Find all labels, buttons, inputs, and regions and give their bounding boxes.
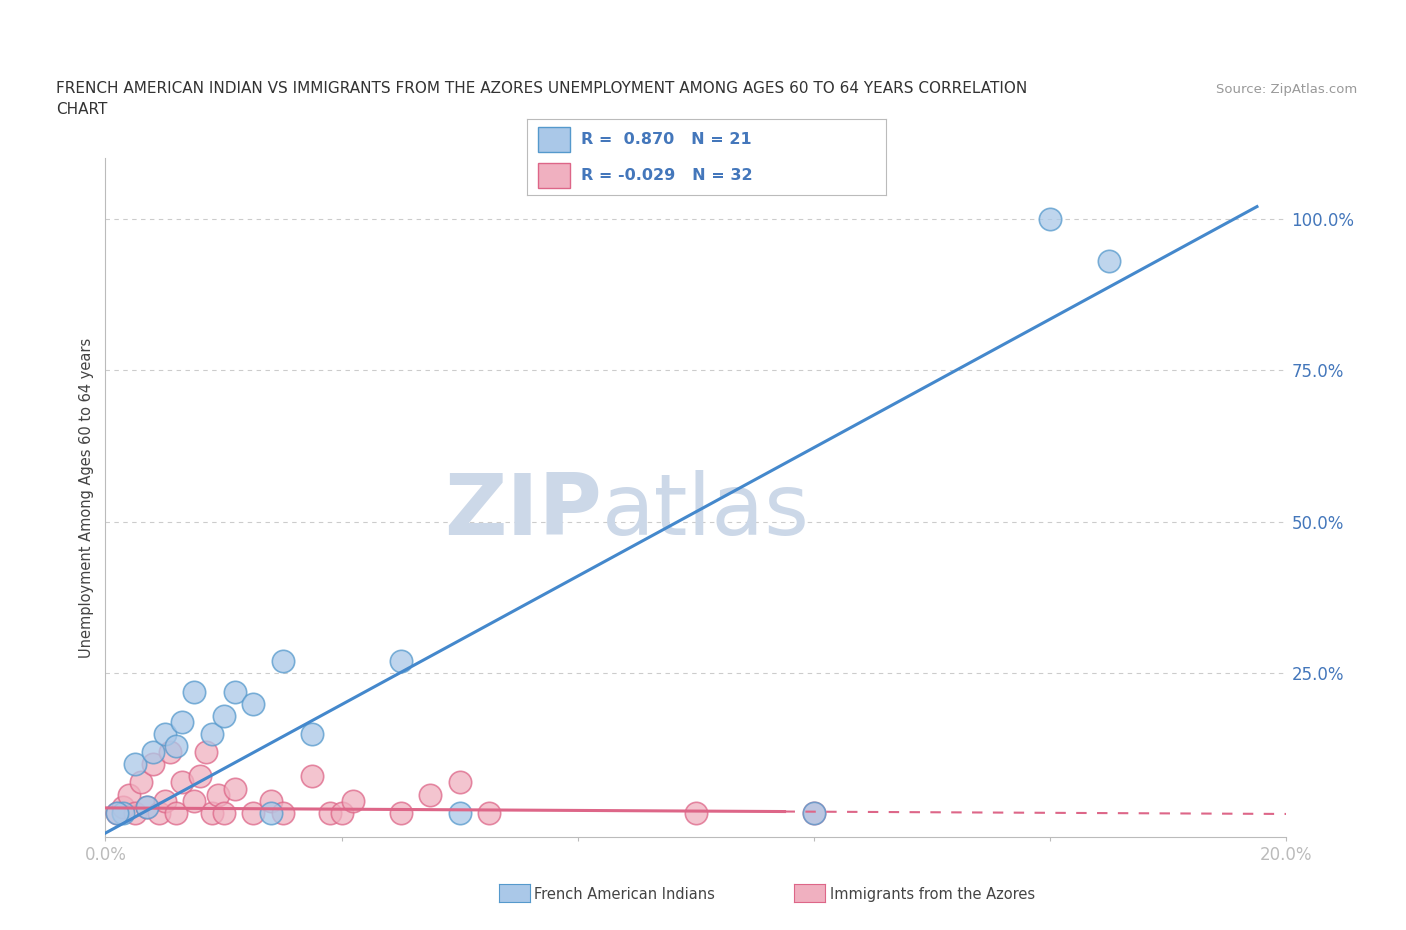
Point (330, 805, 353, 820)
Point (449, 805, 471, 820)
Point (135, 799, 157, 814)
Point (105, 805, 128, 820)
Text: CHART: CHART (56, 102, 108, 117)
Point (165, 805, 187, 820)
Bar (538, 164, 571, 188)
Point (419, 787, 441, 802)
Point (118, 787, 141, 802)
Point (271, 805, 294, 820)
Point (319, 805, 342, 820)
Point (172, 775, 194, 790)
Point (165, 738, 187, 753)
Point (135, 799, 157, 814)
Point (224, 684, 246, 699)
Text: Source: ZipAtlas.com: Source: ZipAtlas.com (1216, 83, 1357, 96)
Point (105, 805, 128, 820)
Point (124, 805, 146, 820)
Point (242, 805, 264, 820)
Text: R =  0.870   N = 21: R = 0.870 N = 21 (581, 132, 752, 147)
Point (212, 709, 235, 724)
Point (803, 805, 825, 820)
Point (172, 714, 194, 729)
Point (260, 805, 283, 820)
Point (212, 805, 235, 820)
Point (153, 793, 176, 808)
Point (1098, 254, 1121, 269)
Point (183, 793, 205, 808)
Point (301, 769, 323, 784)
Point (271, 654, 294, 669)
Text: Immigrants from the Azores: Immigrants from the Azores (830, 887, 1035, 902)
Point (194, 745, 217, 760)
Point (159, 745, 181, 760)
Point (301, 726, 323, 741)
Point (242, 697, 264, 711)
Point (142, 757, 165, 772)
Point (129, 775, 152, 790)
Point (224, 781, 246, 796)
Point (183, 684, 205, 699)
Point (124, 757, 146, 772)
Point (201, 805, 224, 820)
Point (685, 805, 707, 820)
Text: R = -0.029   N = 32: R = -0.029 N = 32 (581, 168, 752, 183)
Text: atlas: atlas (602, 470, 810, 552)
Point (1039, 211, 1062, 226)
Point (153, 726, 176, 741)
Point (389, 654, 412, 669)
Point (389, 805, 412, 820)
Point (112, 799, 135, 814)
Point (201, 726, 224, 741)
Point (342, 793, 364, 808)
Point (260, 793, 283, 808)
Y-axis label: Unemployment Among Ages 60 to 64 years: Unemployment Among Ages 60 to 64 years (79, 338, 94, 658)
Point (449, 775, 471, 790)
Point (112, 805, 135, 820)
Point (207, 787, 229, 802)
Point (478, 805, 501, 820)
Point (803, 805, 825, 820)
Text: FRENCH AMERICAN INDIAN VS IMMIGRANTS FROM THE AZORES UNEMPLOYMENT AMONG AGES 60 : FRENCH AMERICAN INDIAN VS IMMIGRANTS FRO… (56, 81, 1028, 96)
Point (142, 745, 165, 760)
Text: ZIP: ZIP (444, 470, 602, 552)
Point (188, 769, 211, 784)
Bar (538, 127, 571, 152)
Text: French American Indians: French American Indians (534, 887, 716, 902)
Point (148, 805, 170, 820)
